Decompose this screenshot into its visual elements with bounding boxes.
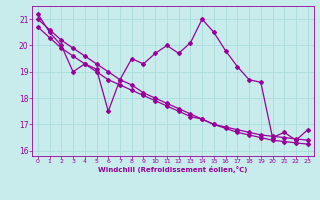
X-axis label: Windchill (Refroidissement éolien,°C): Windchill (Refroidissement éolien,°C): [98, 166, 247, 173]
